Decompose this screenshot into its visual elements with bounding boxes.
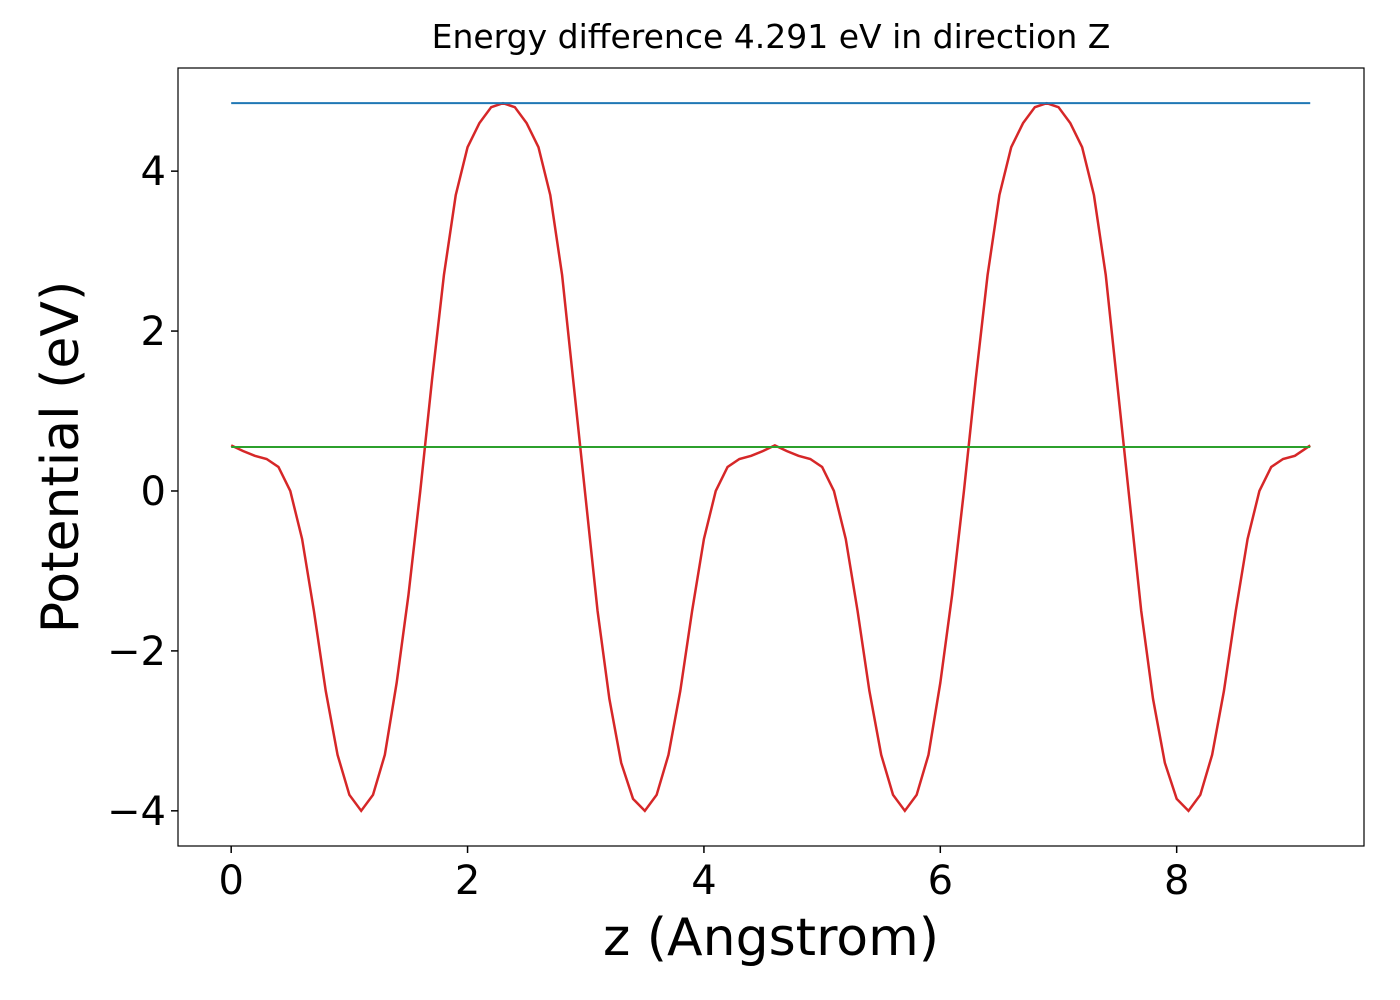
x-tick-label: 4 [691, 858, 716, 904]
y-tick-label: 2 [141, 309, 166, 355]
y-tick-label: 4 [141, 149, 166, 195]
x-tick-label: 8 [1164, 858, 1189, 904]
plot-frame [177, 67, 1365, 847]
x-tick-label: 0 [218, 858, 243, 904]
x-tick-label: 6 [928, 858, 953, 904]
chart-title: Energy difference 4.291 eV in direction … [432, 17, 1111, 56]
y-axis-label: Potential (eV) [31, 281, 91, 633]
y-tick-label: 0 [141, 469, 166, 515]
y-tick-label: −4 [107, 789, 166, 835]
x-tick-label: 2 [455, 858, 480, 904]
line [230, 101, 1311, 813]
x-axis-label: z (Angstrom) [603, 908, 939, 968]
y-tick-label: −2 [107, 629, 166, 675]
